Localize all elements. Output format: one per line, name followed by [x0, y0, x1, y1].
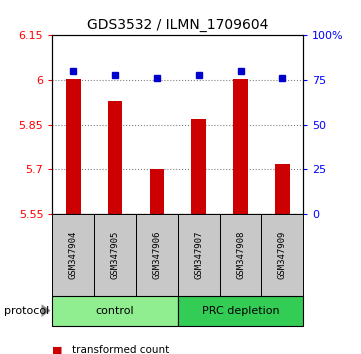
Bar [52, 296, 178, 326]
Bar [219, 214, 261, 296]
Text: transformed count: transformed count [72, 346, 169, 354]
Text: control: control [96, 306, 134, 316]
Bar [233, 79, 248, 214]
Bar [149, 170, 164, 214]
Bar [66, 79, 81, 214]
Text: protocol: protocol [4, 306, 49, 316]
Bar [52, 214, 94, 296]
Text: PRC depletion: PRC depletion [202, 306, 279, 316]
Bar [178, 214, 219, 296]
Polygon shape [42, 304, 51, 317]
Bar [191, 119, 206, 214]
Title: GDS3532 / ILMN_1709604: GDS3532 / ILMN_1709604 [87, 18, 269, 32]
Text: ■: ■ [52, 346, 63, 354]
Text: GSM347908: GSM347908 [236, 231, 245, 279]
Text: GSM347904: GSM347904 [69, 231, 78, 279]
Bar [108, 101, 122, 214]
Bar [178, 296, 303, 326]
Text: GSM347906: GSM347906 [152, 231, 161, 279]
Text: GSM347907: GSM347907 [194, 231, 203, 279]
Text: GSM347909: GSM347909 [278, 231, 287, 279]
Bar [136, 214, 178, 296]
Bar [275, 164, 290, 214]
Bar [261, 214, 303, 296]
Text: GSM347905: GSM347905 [110, 231, 119, 279]
Bar [94, 214, 136, 296]
